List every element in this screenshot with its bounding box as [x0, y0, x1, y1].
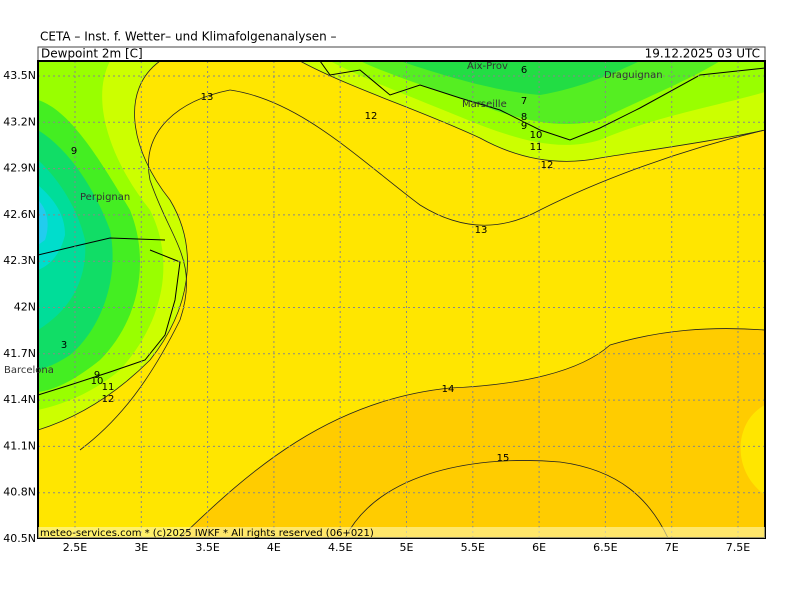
contour-label: 15 — [497, 453, 510, 464]
lat-label: 40.8N — [3, 486, 36, 499]
lat-label: 41.4N — [3, 393, 36, 406]
place-name: Perpignan — [80, 192, 130, 203]
lon-label: 4E — [267, 541, 281, 554]
footer-band — [38, 527, 765, 538]
lat-label: 43.2N — [3, 115, 36, 128]
isoline — [229, 89, 765, 226]
contour-label: 14 — [442, 384, 455, 395]
lon-label: 5.5E — [461, 541, 485, 554]
lat-label: 41.7N — [3, 347, 36, 360]
lat-label: 41.1N — [3, 439, 36, 452]
contour-label: 9 — [521, 121, 527, 132]
isoline — [344, 460, 669, 538]
footer: meteo-services.com * (c)2025 IWKF * All … — [40, 528, 374, 539]
lon-label: 7E — [665, 541, 679, 554]
isoline — [79, 89, 231, 451]
contour-label: 6 — [521, 65, 527, 76]
isoline — [38, 61, 188, 431]
lat-label: 42.6N — [3, 208, 36, 221]
place-name: Draguignan — [604, 70, 663, 81]
contour-label: 9 — [71, 146, 77, 157]
title: Dewpoint 2m [C] — [41, 47, 143, 61]
valid-time: 19.12.2025 03 UTC — [645, 47, 760, 61]
contour-label: 12 — [365, 111, 378, 122]
contour-label: 11 — [530, 142, 543, 153]
contour-label: 7 — [521, 96, 527, 107]
contour-label: 9 — [94, 370, 100, 381]
contour-label: 13 — [201, 92, 214, 103]
lat-label: 42.3N — [3, 254, 36, 267]
lat-label: 43.5N — [3, 69, 36, 82]
lon-label: 2.5E — [63, 541, 87, 554]
lat-label: 42.9N — [3, 162, 36, 175]
contour-label: 13 — [475, 225, 488, 236]
coastline — [38, 61, 765, 396]
contour-label: 8 — [521, 112, 527, 123]
lon-label: 6E — [532, 541, 546, 554]
lat-label: 42N — [14, 301, 36, 314]
lon-label: 7.5E — [726, 541, 750, 554]
place-name: Barcelona — [4, 365, 54, 376]
contour-label: 10 — [91, 376, 104, 387]
contour-fill — [400, 61, 640, 95]
lon-label: 3.5E — [195, 541, 219, 554]
contour-fill — [180, 328, 765, 538]
isoline — [299, 61, 765, 162]
place-name: Aix-Prov — [467, 61, 508, 72]
contour-fill — [38, 185, 65, 270]
graticule — [38, 61, 765, 538]
contour-label: 12 — [102, 394, 115, 405]
lon-label: 5E — [400, 541, 414, 554]
lon-label: 6.5E — [593, 541, 617, 554]
field — [38, 61, 765, 538]
contour-fill — [38, 200, 48, 245]
contour-label: 10 — [530, 130, 543, 141]
institute: CETA – Inst. f. Wetter– und Klimafolgena… — [40, 30, 337, 44]
lon-label: 4.5E — [328, 541, 352, 554]
lat-label: 40.5N — [3, 532, 36, 545]
contour-label: 12 — [541, 160, 554, 171]
lon-label: 3E — [134, 541, 148, 554]
place-name: Marseille — [462, 99, 507, 110]
contour-label: 3 — [61, 340, 67, 351]
contour-label: 11 — [102, 382, 115, 393]
